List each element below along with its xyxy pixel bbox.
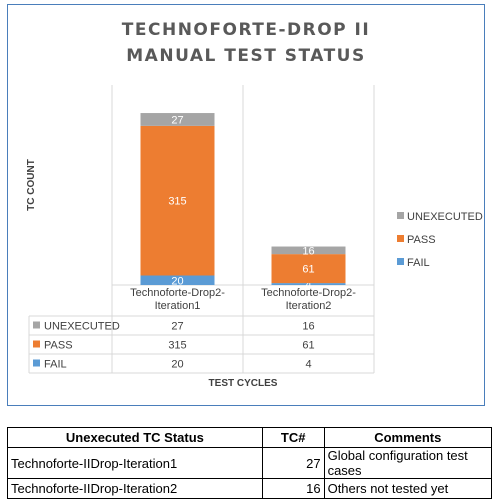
data-table-value-unexecuted: 27 xyxy=(171,321,183,333)
data-label-fail: 4 xyxy=(305,279,311,291)
data-label-pass: 315 xyxy=(168,196,186,208)
data-table-series-unexecuted: UNEXECUTED xyxy=(44,321,120,333)
bar-segment-fail xyxy=(271,283,346,285)
x-axis-title: TEST CYCLES xyxy=(209,378,278,389)
data-table-value-pass: 315 xyxy=(168,340,186,352)
legend-label-unexecuted: UNEXECUTED xyxy=(407,211,483,223)
table-header-row: Unexecuted TC Status TC# Comments xyxy=(7,427,492,448)
y-axis-title: TC COUNT xyxy=(26,159,37,211)
chart-frame xyxy=(7,4,485,406)
data-label-fail: 20 xyxy=(171,275,183,287)
data-table-value-unexecuted: 16 xyxy=(302,321,314,333)
data-table-value-pass: 61 xyxy=(302,340,314,352)
table-cell-tc-count: 27 xyxy=(261,447,325,479)
table-cell-tc-count: 16 xyxy=(261,478,325,499)
legend-label-pass: PASS xyxy=(407,234,436,246)
bar-segment-pass xyxy=(140,125,215,276)
legend-key-fail xyxy=(397,258,404,265)
header-status: Unexecuted TC Status xyxy=(7,427,263,448)
bar-segment-unexecuted xyxy=(271,246,346,255)
unexecuted-status-table: Unexecuted TC Status TC# Comments Techno… xyxy=(7,427,492,499)
data-table-key-fail xyxy=(33,359,40,367)
bar-segment-pass xyxy=(271,254,346,284)
chart-title-line-1: TECHNOFORTE-DROP II xyxy=(121,20,371,40)
category-label: Technoforte-Drop2-Iteration1 xyxy=(130,287,225,312)
bar-segment-unexecuted xyxy=(140,113,215,126)
data-label-pass: 61 xyxy=(302,264,314,276)
chart-plot: 20 315 27 4 61 16 Technoforte-Drop2-Iteration1… xyxy=(26,85,483,389)
data-label-unexecuted: 27 xyxy=(171,114,183,126)
table-cell-status: Technoforte-IIDrop-Iteration2 xyxy=(7,478,263,499)
category-label: Technoforte-Drop2-Iteration2 xyxy=(261,287,356,312)
header-comments: Comments xyxy=(323,427,492,448)
table-cell-comment: Global configuration test cases xyxy=(323,447,492,479)
table-row: Technoforte-IIDrop-Iteration2 16 Others … xyxy=(7,478,492,499)
data-table-key-unexecuted xyxy=(33,321,40,329)
data-table-series-fail: FAIL xyxy=(44,359,67,371)
legend-key-pass xyxy=(397,235,404,242)
chart-title-line-2: MANUAL TEST STATUS xyxy=(126,46,366,66)
legend-key-unexecuted xyxy=(397,212,404,219)
data-label-unexecuted: 16 xyxy=(302,245,314,257)
data-table-value-fail: 20 xyxy=(171,359,183,371)
data-table-series-pass: PASS xyxy=(44,340,73,352)
table-cell-comment: Others not tested yet xyxy=(323,478,492,499)
table-cell-status: Technoforte-IIDrop-Iteration1 xyxy=(7,447,263,479)
data-table-key-pass xyxy=(33,340,40,348)
legend-label-fail: FAIL xyxy=(407,257,430,269)
header-tc-count: TC# xyxy=(261,427,325,448)
data-table-value-fail: 4 xyxy=(305,359,311,371)
bar-segment-fail xyxy=(140,275,215,285)
table-row: Technoforte-IIDrop-Iteration1 27 Global … xyxy=(7,447,492,479)
